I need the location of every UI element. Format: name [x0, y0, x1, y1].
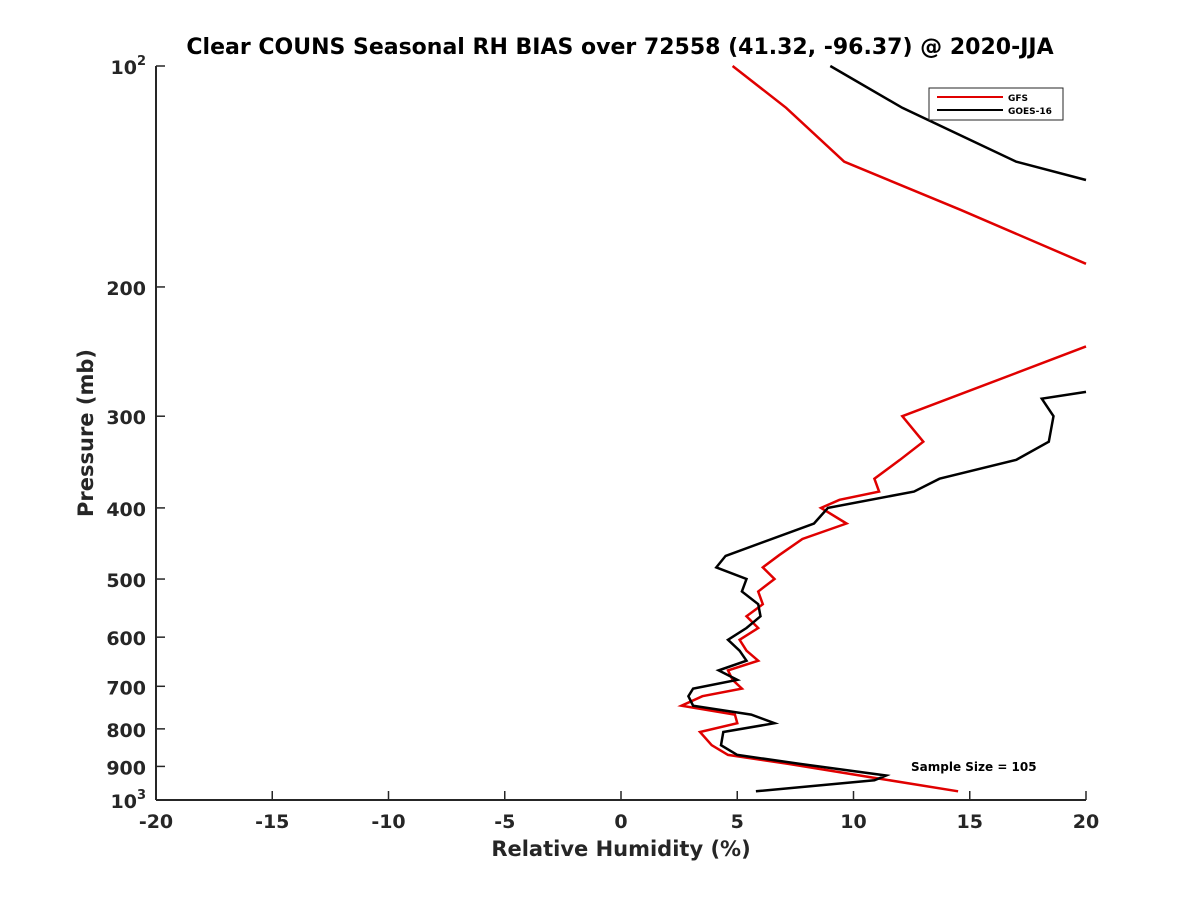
y-tick-label: 900 [106, 757, 146, 779]
x-tick-label: -10 [371, 811, 405, 833]
y-tick-label: 800 [106, 720, 146, 742]
series-line-gfs-0 [731, 65, 1087, 265]
y-tick-label: 500 [106, 570, 146, 592]
y-axis-label: Pressure (mb) [74, 349, 98, 517]
legend-box [928, 87, 1064, 121]
y-tick-label: 102 [111, 54, 147, 79]
x-tick-label: 5 [731, 811, 744, 833]
x-axis-label: Relative Humidity (%) [491, 837, 750, 861]
legend-label-goes16: GOES-16 [1008, 107, 1052, 117]
sample-size-annotation: Sample Size = 105 [911, 760, 1037, 774]
series-line-goes16-0 [829, 64, 1087, 182]
y-tick-label: 200 [106, 278, 146, 300]
x-tick-label: 0 [614, 811, 627, 833]
y-tick-label: 700 [106, 677, 146, 699]
y-axis-ticks: 102 200 300 400 500 600 700 800 900 103 [106, 54, 165, 813]
y-tick-label: 600 [106, 628, 146, 650]
x-tick-label: 20 [1073, 811, 1099, 833]
x-tick-label: -20 [139, 811, 173, 833]
chart-title: Clear COUNS Seasonal RH BIAS over 72558 … [186, 35, 1053, 60]
y-tick-label: 400 [106, 499, 146, 521]
legend: GFS GOES-16 [928, 87, 1064, 121]
series-line-goes16-1 [686, 390, 1087, 793]
x-tick-label: 15 [957, 811, 983, 833]
x-tick-label: 10 [840, 811, 866, 833]
y-tick-label: 300 [106, 407, 146, 429]
y-tick-label: 103 [111, 788, 147, 813]
legend-label-gfs: GFS [1008, 94, 1028, 104]
series-layer [677, 64, 1087, 793]
x-tick-label: -5 [494, 811, 515, 833]
x-axis-ticks: -20 -15 -10 -5 0 5 10 15 20 [139, 791, 1099, 833]
x-tick-label: -15 [255, 811, 289, 833]
